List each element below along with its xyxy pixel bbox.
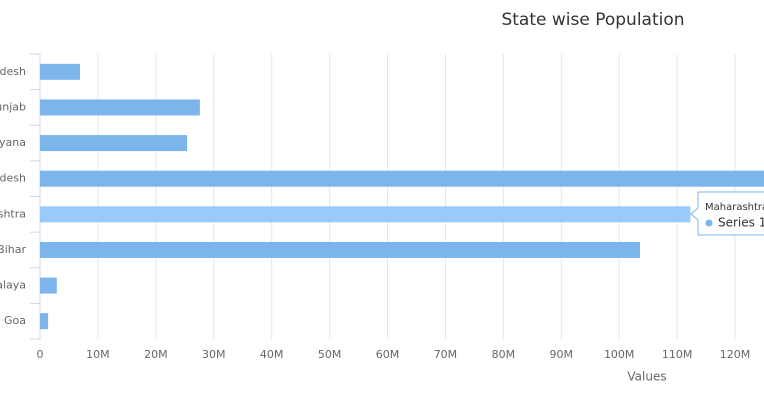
y-tick-label: Punjab bbox=[0, 100, 26, 113]
bar bbox=[40, 135, 188, 152]
x-tick-label: 50M bbox=[318, 348, 342, 361]
x-tick-label: 10M bbox=[86, 348, 110, 361]
x-tick-label: 120M bbox=[720, 348, 751, 361]
y-tick-label: Meghalaya bbox=[0, 279, 26, 292]
x-tick-label: 100M bbox=[604, 348, 635, 361]
plot-area: 0 10M 20M 30M 40M 50M 60M 70M 80M 90M 100M 110M 120M… bbox=[0, 53, 764, 361]
x-tick-label: 70M bbox=[434, 348, 458, 361]
x-tick-label: 40M bbox=[260, 348, 284, 361]
x-tick-label: 0 bbox=[37, 348, 44, 361]
tooltip: Maharashtra Series 1 bbox=[690, 191, 764, 236]
tooltip-marker bbox=[705, 219, 713, 227]
x-tick-label: 60M bbox=[376, 348, 400, 361]
bar bbox=[40, 170, 764, 187]
bar bbox=[40, 241, 641, 258]
bar bbox=[40, 99, 200, 116]
x-tick-label: 20M bbox=[144, 348, 168, 361]
x-tick-label: 30M bbox=[202, 348, 226, 361]
chart-title: State wise Population bbox=[501, 10, 684, 30]
y-tick-label: Goa bbox=[4, 314, 26, 327]
tooltip-category: Maharashtra bbox=[705, 202, 764, 213]
y-tick-label: Uttar Pradesh bbox=[0, 172, 26, 185]
x-tick-label: 80M bbox=[492, 348, 516, 361]
x-axis-label: Values bbox=[627, 370, 666, 384]
bar bbox=[40, 277, 57, 294]
bar bbox=[40, 63, 80, 80]
bar bbox=[40, 206, 691, 223]
y-tick-label: Haryana bbox=[0, 136, 26, 149]
y-tick-label: Bihar bbox=[0, 243, 26, 256]
y-tick-label: Himachal Pradesh bbox=[0, 65, 26, 78]
x-tick-label: 110M bbox=[662, 348, 693, 361]
y-tick-label: Maharashtra bbox=[0, 207, 26, 220]
tooltip-series: Series 1 bbox=[718, 216, 764, 230]
bar bbox=[40, 313, 49, 330]
x-tick-label: 90M bbox=[550, 348, 574, 361]
